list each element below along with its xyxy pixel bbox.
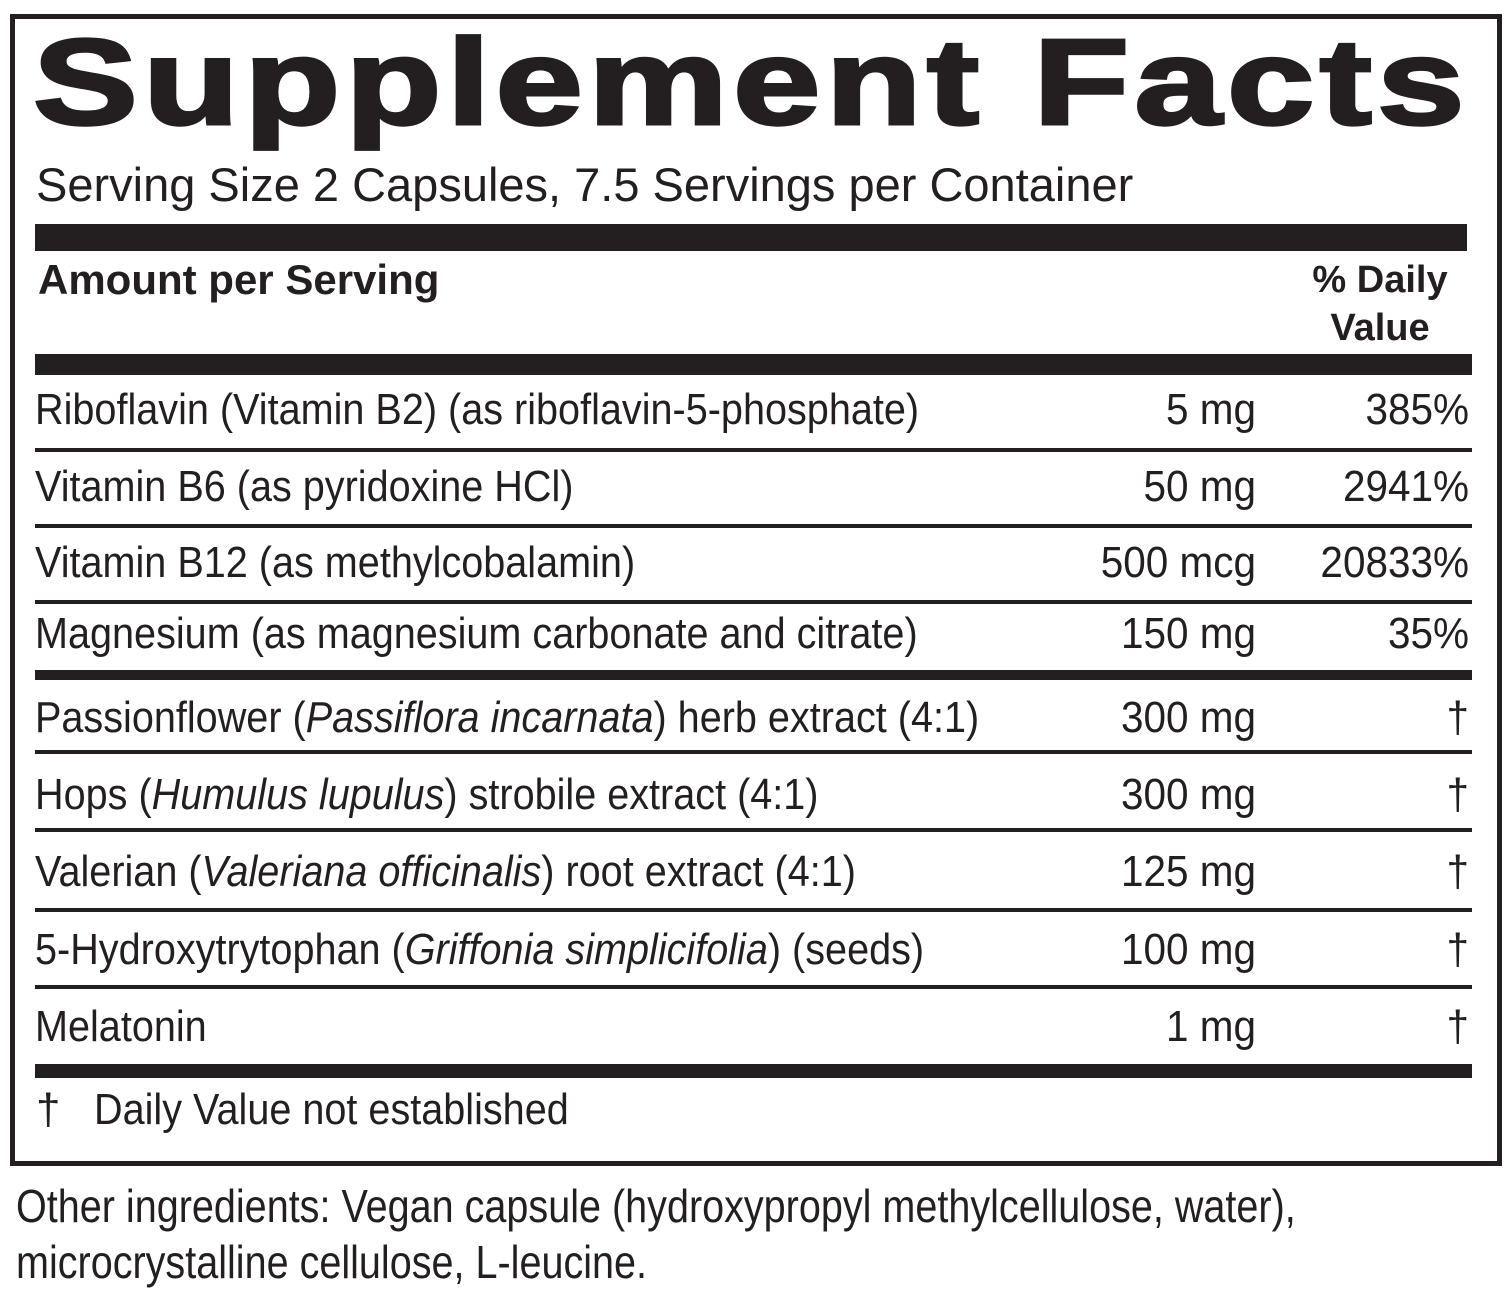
row-divider: [35, 1064, 1472, 1078]
row-divider: [35, 670, 1472, 680]
amount: 300 mg: [1120, 770, 1256, 819]
title: Supplement Facts: [31, 13, 1470, 152]
daily-value: †: [1446, 1002, 1469, 1051]
name-part: ) herb extract (4:1): [653, 693, 980, 742]
row-divider: [35, 908, 1472, 912]
name-part: Passionflower (: [35, 693, 306, 742]
footnote: Daily Value not established: [94, 1085, 569, 1134]
column-header: % Daily: [1312, 259, 1448, 301]
amount: 5 mg: [1165, 385, 1256, 434]
daily-value: 2941%: [1342, 462, 1469, 511]
row-divider: [35, 828, 1472, 832]
nutrient-name: Riboflavin (Vitamin B2) (as riboflavin-5…: [35, 382, 919, 438]
nutrient-name: Melatonin: [35, 999, 207, 1055]
name-part: Riboflavin (Vitamin B2) (as riboflavin-5…: [35, 385, 920, 434]
nutrient-name: Magnesium (as magnesium carbonate and ci…: [35, 606, 918, 662]
name-part: Vitamin B12 (as methylcobalamin): [35, 538, 636, 587]
row-divider: [35, 600, 1472, 604]
name-part: Melatonin: [35, 1002, 207, 1051]
daily-value: 385%: [1365, 385, 1469, 434]
row-divider: [35, 524, 1472, 528]
divider-bar: [35, 224, 1467, 251]
name-part: 5-Hydroxytrytophan (: [35, 925, 405, 974]
name-part: Hops (: [35, 770, 152, 819]
nutrient-name: Vitamin B6 (as pyridoxine HCl): [35, 459, 573, 515]
nutrient-name: Vitamin B12 (as methylcobalamin): [35, 535, 635, 591]
facts-panel: [10, 14, 1502, 1166]
daily-value: †: [1446, 770, 1469, 819]
name-part: Vitamin B6 (as pyridoxine HCl): [35, 462, 574, 511]
daily-value: †: [1446, 925, 1469, 974]
divider-bar: [35, 354, 1472, 375]
name-part: Humulus lupulus: [151, 770, 445, 819]
name-part: Magnesium (as magnesium carbonate and ci…: [35, 609, 918, 658]
amount: 500 mcg: [1100, 538, 1256, 587]
row-divider: [35, 750, 1472, 754]
name-part: Valerian (: [35, 847, 202, 896]
column-header: Amount per Serving: [38, 256, 440, 303]
nutrient-name: Passionflower (Passiflora incarnata) her…: [35, 690, 979, 746]
footnote-symbol: †: [36, 1085, 61, 1134]
name-part: Valeriana officinalis: [201, 847, 542, 896]
daily-value: †: [1446, 847, 1469, 896]
nutrient-name: Valerian (Valeriana officinalis) root ex…: [35, 844, 856, 900]
amount: 125 mg: [1120, 847, 1256, 896]
amount: 150 mg: [1120, 609, 1256, 658]
nutrient-name: Hops (Humulus lupulus) strobile extract …: [35, 767, 819, 823]
name-part: Passiflora incarnata: [305, 693, 654, 742]
name-part: ) strobile extract (4:1): [444, 770, 819, 819]
name-part: Griffonia simplicifolia: [404, 925, 768, 974]
ingredients-line: Other ingredients: Vegan capsule (hydrox…: [16, 1180, 1296, 1232]
name-part: ) (seeds): [767, 925, 925, 974]
amount: 300 mg: [1120, 693, 1256, 742]
nutrient-name: 5-Hydroxytrytophan (Griffonia simplicifo…: [35, 922, 924, 978]
amount: 50 mg: [1143, 462, 1256, 511]
row-divider: [35, 985, 1472, 989]
ingredients-line: microcrystalline cellulose, L-leucine.: [16, 1236, 648, 1288]
amount: 1 mg: [1165, 1002, 1256, 1051]
daily-value: †: [1446, 693, 1469, 742]
other-ingredients: Other ingredients: Vegan capsule (hydrox…: [16, 1178, 1296, 1290]
column-header: Value: [1330, 307, 1430, 349]
name-part: ) root extract (4:1): [541, 847, 856, 896]
daily-value: 35%: [1387, 609, 1469, 658]
row-divider: [35, 448, 1472, 452]
amount: 100 mg: [1120, 925, 1256, 974]
serving-info: Serving Size 2 Capsules, 7.5 Servings pe…: [36, 158, 1134, 211]
daily-value: 20833%: [1320, 538, 1469, 587]
